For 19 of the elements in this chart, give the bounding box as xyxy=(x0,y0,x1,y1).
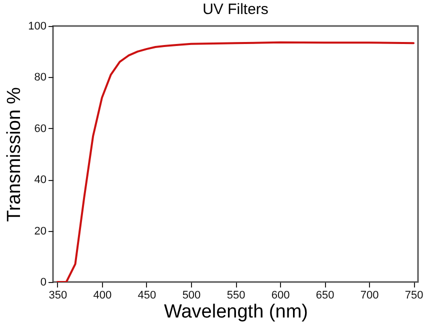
x-tick-label: 450 xyxy=(138,290,156,302)
x-tick-label: 400 xyxy=(93,290,112,302)
x-tick-label: 750 xyxy=(404,290,424,302)
x-tick-label: 700 xyxy=(360,290,379,302)
x-tick-label: 550 xyxy=(226,290,246,302)
y-tick-label: 40 xyxy=(34,174,46,186)
line-series xyxy=(56,41,415,282)
y-tick-label: 20 xyxy=(34,225,46,238)
x-tick-label: 500 xyxy=(182,290,201,302)
chart-title: UV Filters xyxy=(202,1,268,18)
x-tick-label: 350 xyxy=(48,290,68,302)
x-axis-title: Wavelength (nm) xyxy=(164,302,308,322)
y-tick-label: 0 xyxy=(40,276,46,288)
y-tick-label: 80 xyxy=(34,72,46,84)
y-axis-title: Transmission % xyxy=(4,87,26,222)
x-tick-label: 600 xyxy=(271,290,290,302)
y-tick-label: 100 xyxy=(28,20,46,32)
x-tick-label: 650 xyxy=(316,290,334,302)
y-tick-label: 60 xyxy=(34,122,46,135)
